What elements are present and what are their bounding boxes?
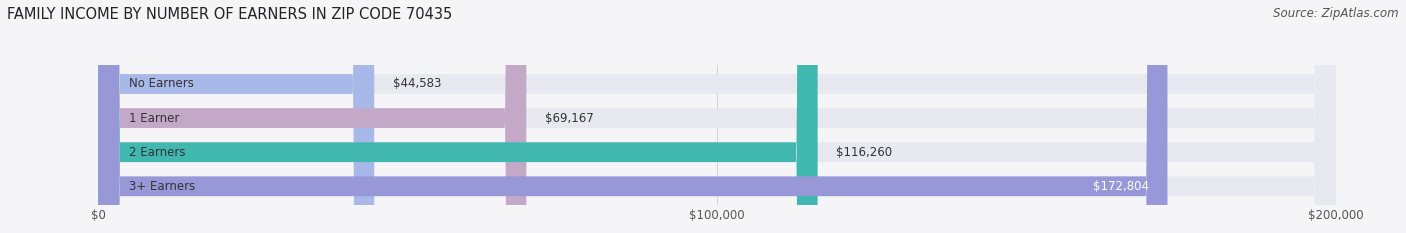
FancyBboxPatch shape — [98, 0, 526, 233]
FancyBboxPatch shape — [98, 0, 818, 233]
Text: 2 Earners: 2 Earners — [129, 146, 186, 159]
Text: $172,804: $172,804 — [1092, 180, 1149, 193]
Text: 1 Earner: 1 Earner — [129, 112, 180, 125]
Text: 3+ Earners: 3+ Earners — [129, 180, 195, 193]
FancyBboxPatch shape — [98, 0, 1167, 233]
Text: FAMILY INCOME BY NUMBER OF EARNERS IN ZIP CODE 70435: FAMILY INCOME BY NUMBER OF EARNERS IN ZI… — [7, 7, 453, 22]
FancyBboxPatch shape — [98, 0, 1336, 233]
FancyBboxPatch shape — [98, 0, 1336, 233]
FancyBboxPatch shape — [98, 0, 1336, 233]
FancyBboxPatch shape — [98, 0, 1336, 233]
FancyBboxPatch shape — [98, 0, 374, 233]
Text: $44,583: $44,583 — [392, 78, 441, 90]
Text: $69,167: $69,167 — [546, 112, 593, 125]
Text: No Earners: No Earners — [129, 78, 194, 90]
Text: $116,260: $116,260 — [837, 146, 893, 159]
Text: Source: ZipAtlas.com: Source: ZipAtlas.com — [1274, 7, 1399, 20]
